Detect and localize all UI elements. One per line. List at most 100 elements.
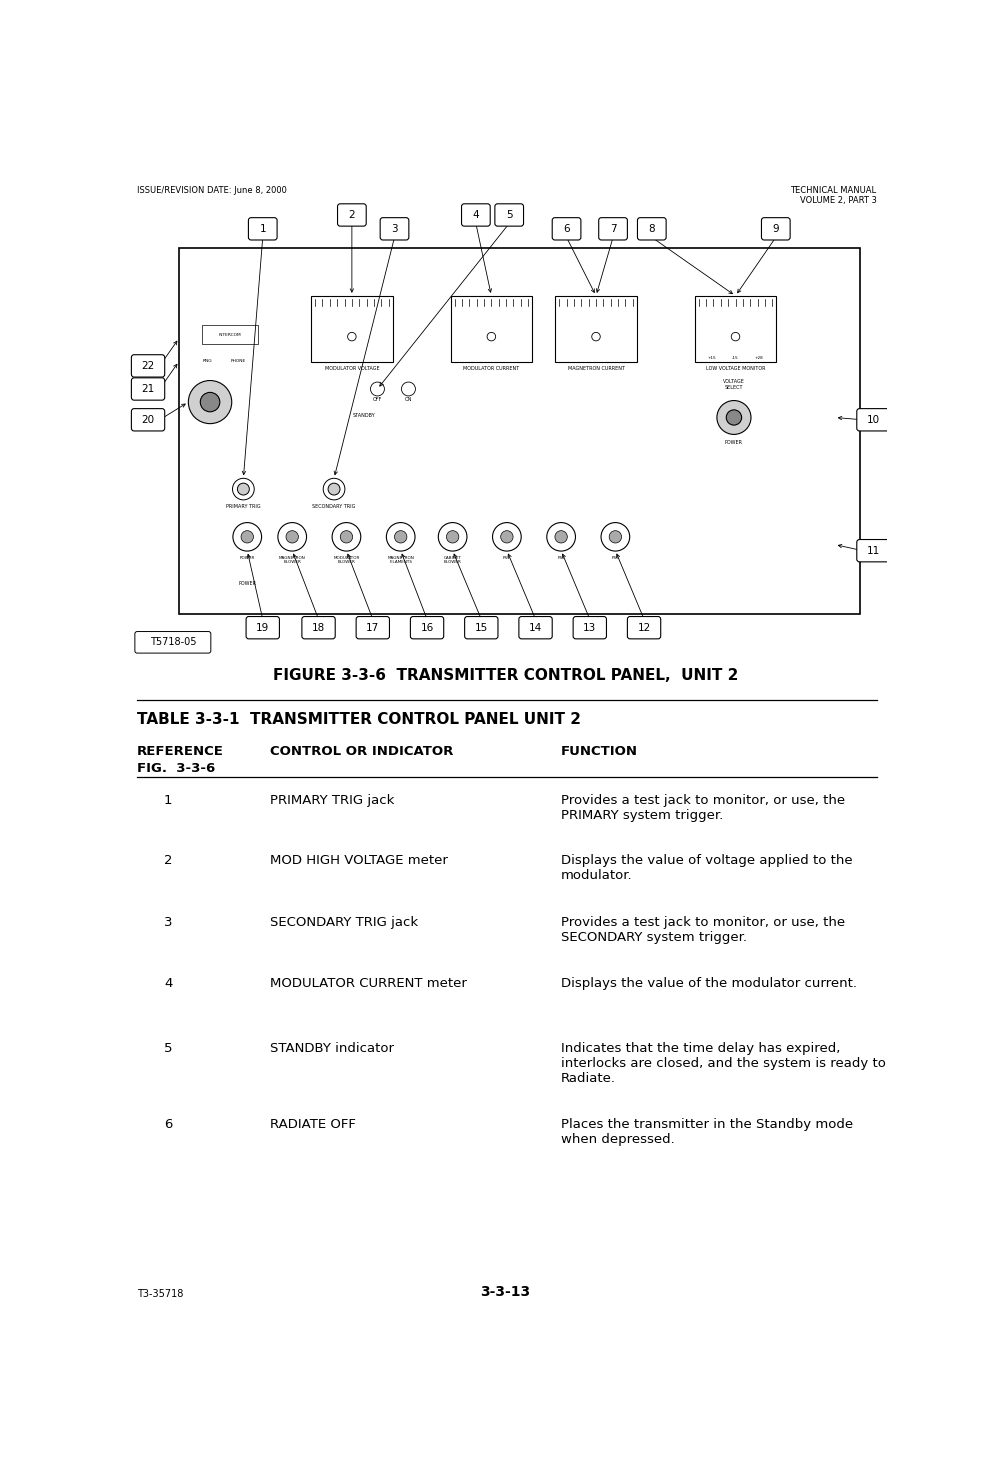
Text: +15: +15 — [708, 356, 717, 360]
FancyBboxPatch shape — [464, 616, 498, 640]
Text: Places the transmitter in the Standby mode
when depressed.: Places the transmitter in the Standby mo… — [561, 1118, 853, 1146]
Text: LOW VOLTAGE MONITOR: LOW VOLTAGE MONITOR — [706, 365, 765, 371]
Text: VOLUME 2, PART 3: VOLUME 2, PART 3 — [800, 196, 877, 205]
Text: INTERCOM: INTERCOM — [219, 334, 242, 337]
Text: PS2: PS2 — [557, 555, 565, 560]
Circle shape — [332, 523, 361, 551]
Circle shape — [547, 523, 576, 551]
Text: POWER: POWER — [240, 555, 255, 560]
Text: 10: 10 — [867, 415, 880, 425]
FancyBboxPatch shape — [356, 616, 389, 640]
FancyBboxPatch shape — [599, 217, 627, 239]
Text: TECHNICAL MANUAL: TECHNICAL MANUAL — [791, 186, 877, 195]
Circle shape — [233, 479, 254, 499]
Circle shape — [278, 523, 307, 551]
Text: 14: 14 — [528, 623, 542, 632]
Text: 19: 19 — [256, 623, 269, 632]
Text: 15: 15 — [474, 623, 488, 632]
Text: Displays the value of voltage applied to the
modulator.: Displays the value of voltage applied to… — [561, 854, 853, 882]
FancyBboxPatch shape — [248, 217, 277, 239]
Text: MODULATOR CURRENT: MODULATOR CURRENT — [463, 365, 520, 371]
Text: CABINET
BLOWER: CABINET BLOWER — [444, 555, 461, 564]
FancyBboxPatch shape — [761, 217, 790, 239]
Text: MAGNETRON
BLOWER: MAGNETRON BLOWER — [279, 555, 306, 564]
Circle shape — [601, 523, 630, 551]
Circle shape — [439, 523, 467, 551]
Text: 4: 4 — [472, 210, 479, 220]
Circle shape — [323, 479, 345, 499]
Text: STANDBY indicator: STANDBY indicator — [270, 1041, 394, 1055]
Circle shape — [328, 483, 340, 495]
Text: 2: 2 — [349, 210, 355, 220]
Bar — [695, 297, 776, 362]
Text: 3-3-13: 3-3-13 — [480, 1285, 530, 1300]
Text: 21: 21 — [141, 384, 155, 394]
Text: PRIMARY TRIG jack: PRIMARY TRIG jack — [270, 795, 394, 806]
Text: 4: 4 — [164, 978, 173, 990]
Text: PS3: PS3 — [611, 555, 619, 560]
Text: SECONDARY TRIG: SECONDARY TRIG — [313, 504, 356, 508]
Text: MAGNETRON CURRENT: MAGNETRON CURRENT — [568, 365, 624, 371]
Text: MAGNETRON
FILAMENTS: MAGNETRON FILAMENTS — [387, 555, 414, 564]
Text: 3: 3 — [391, 225, 397, 233]
Circle shape — [188, 381, 232, 424]
Circle shape — [732, 332, 740, 341]
FancyBboxPatch shape — [135, 632, 211, 653]
Circle shape — [200, 393, 220, 412]
FancyBboxPatch shape — [573, 616, 606, 640]
Text: Displays the value of the modulator current.: Displays the value of the modulator curr… — [561, 978, 857, 990]
Circle shape — [233, 523, 261, 551]
Text: 6: 6 — [563, 225, 570, 233]
Bar — [555, 297, 637, 362]
Text: ON: ON — [404, 397, 412, 402]
Text: Provides a test jack to monitor, or use, the
PRIMARY system trigger.: Provides a test jack to monitor, or use,… — [561, 795, 845, 823]
FancyBboxPatch shape — [627, 616, 661, 640]
FancyBboxPatch shape — [552, 217, 581, 239]
Text: PS1: PS1 — [503, 555, 511, 560]
FancyBboxPatch shape — [857, 539, 890, 561]
Circle shape — [487, 332, 496, 341]
Circle shape — [717, 400, 751, 434]
Text: TABLE 3-3-1  TRANSMITTER CONTROL PANEL UNIT 2: TABLE 3-3-1 TRANSMITTER CONTROL PANEL UN… — [137, 712, 581, 727]
Text: PRIMARY TRIG: PRIMARY TRIG — [226, 504, 260, 508]
Text: Provides a test jack to monitor, or use, the
SECONDARY system trigger.: Provides a test jack to monitor, or use,… — [561, 916, 845, 944]
FancyBboxPatch shape — [638, 217, 667, 239]
Text: 1: 1 — [259, 225, 266, 233]
Text: MODULATOR VOLTAGE: MODULATOR VOLTAGE — [324, 365, 380, 371]
Circle shape — [387, 523, 415, 551]
Text: MOD HIGH VOLTAGE meter: MOD HIGH VOLTAGE meter — [270, 854, 449, 867]
FancyBboxPatch shape — [337, 204, 366, 226]
Text: Indicates that the time delay has expired,
interlocks are closed, and the system: Indicates that the time delay has expire… — [561, 1041, 886, 1086]
Text: 9: 9 — [772, 225, 779, 233]
Text: 11: 11 — [867, 545, 880, 555]
Text: FIGURE 3-3-6  TRANSMITTER CONTROL PANEL,  UNIT 2: FIGURE 3-3-6 TRANSMITTER CONTROL PANEL, … — [273, 668, 738, 682]
Text: T3-35718: T3-35718 — [137, 1289, 183, 1300]
Text: VOLTAGE
SELECT: VOLTAGE SELECT — [723, 380, 744, 390]
Text: FUNCTION: FUNCTION — [561, 744, 638, 758]
Text: 18: 18 — [312, 623, 325, 632]
FancyBboxPatch shape — [246, 616, 279, 640]
Bar — [179, 248, 860, 614]
FancyBboxPatch shape — [131, 409, 165, 431]
Circle shape — [401, 383, 415, 396]
FancyBboxPatch shape — [495, 204, 524, 226]
Text: OFF: OFF — [373, 397, 383, 402]
Text: ISSUE/REVISION DATE: June 8, 2000: ISSUE/REVISION DATE: June 8, 2000 — [137, 186, 287, 195]
Text: 5: 5 — [164, 1041, 173, 1055]
FancyBboxPatch shape — [381, 217, 409, 239]
Text: 17: 17 — [366, 623, 380, 632]
Circle shape — [555, 530, 567, 544]
Bar — [312, 297, 392, 362]
Text: 1: 1 — [164, 795, 173, 806]
Circle shape — [493, 523, 522, 551]
Text: 12: 12 — [637, 623, 651, 632]
Text: 13: 13 — [583, 623, 597, 632]
Circle shape — [609, 530, 621, 544]
Circle shape — [348, 332, 356, 341]
Text: REFERENCE: REFERENCE — [137, 744, 224, 758]
Text: MODULATOR
BLOWER: MODULATOR BLOWER — [333, 555, 360, 564]
Text: 8: 8 — [649, 225, 655, 233]
Circle shape — [501, 530, 513, 544]
Text: POWER: POWER — [725, 440, 742, 446]
Text: FIG.  3-3-6: FIG. 3-3-6 — [137, 762, 216, 774]
